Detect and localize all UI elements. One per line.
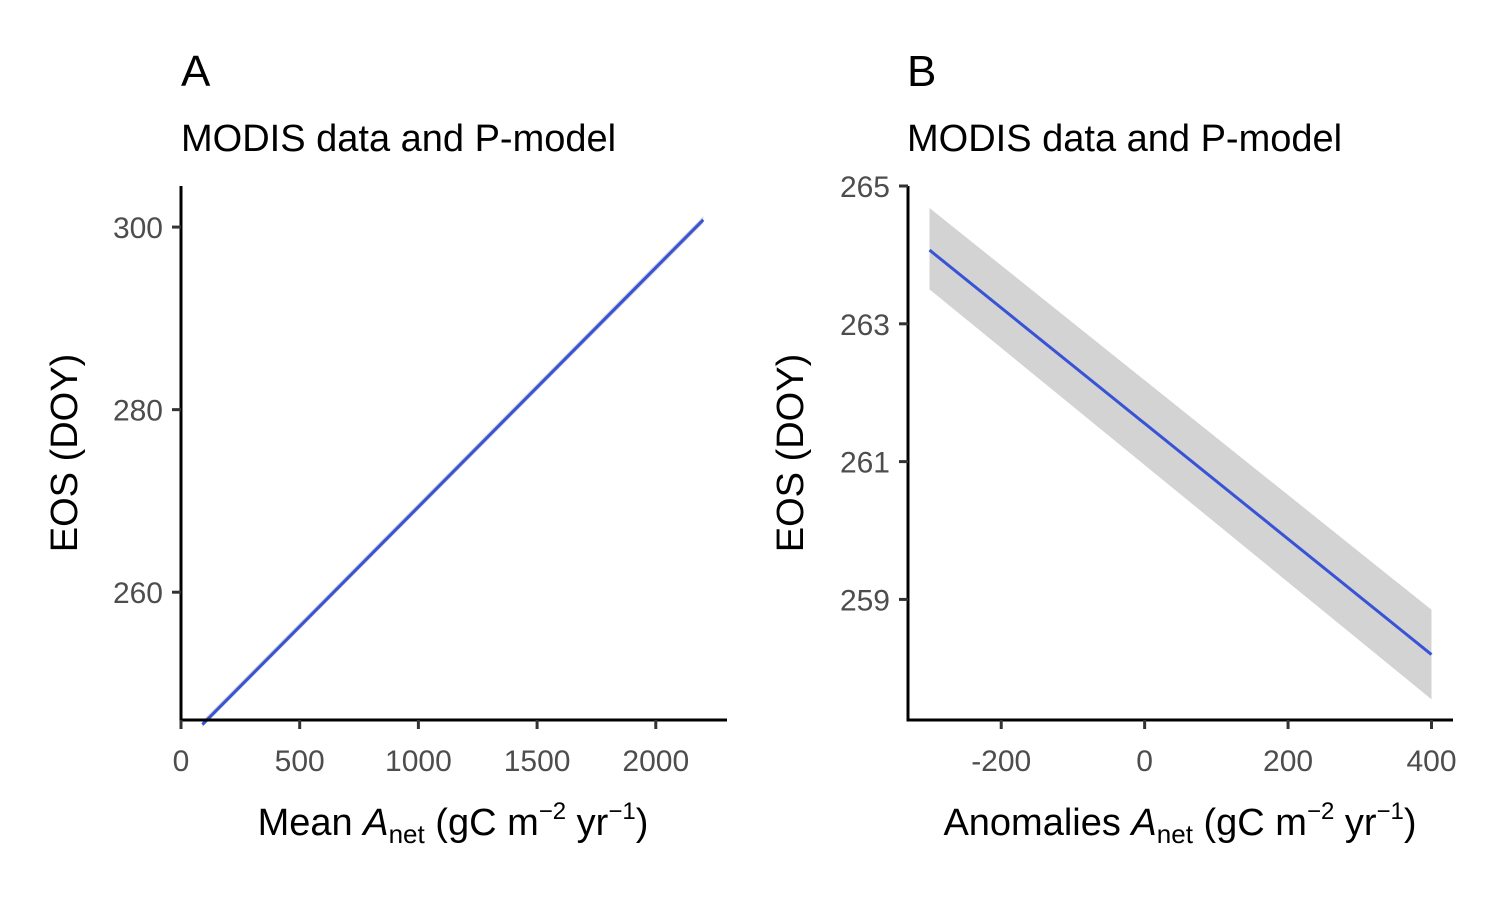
panel-b-x-title-sup1: −2 [1307, 798, 1334, 825]
panel-b-y-tick-label: 259 [840, 584, 890, 617]
panel-b-x-tick-label: 200 [1263, 745, 1313, 778]
panel-b-x-axis-title: Anomalies Anet (gC m−2 yr−1) [943, 798, 1416, 849]
panel-b-title: MODIS data and P-model [907, 118, 1342, 160]
panel-a-x-title-close: ) [636, 802, 649, 844]
panel-a-y-tick-label: 260 [113, 577, 163, 610]
panel-a-x-title-unit-mid: yr [566, 802, 609, 844]
panel-b-x-tick-label: 0 [1136, 745, 1153, 778]
panel-b-plot-area [928, 208, 1433, 700]
panel-a-plot-area [201, 216, 705, 728]
panel-b: B MODIS data and P-model 259 261 263 265… [770, 47, 1457, 849]
panel-b-tag: B [907, 47, 936, 96]
panel-b-x-title-unit-mid: yr [1334, 802, 1377, 844]
panel-a-x-tick-label: 500 [275, 745, 325, 778]
panel-a-x-title-sub: net [389, 819, 426, 849]
panel-a-x-title-sup2: −1 [608, 798, 635, 825]
panel-b-x-title-prefix: Anomalies [943, 802, 1131, 844]
panel-a-y-tick-label: 300 [113, 212, 163, 245]
panel-b-x-title-sub: net [1157, 819, 1194, 849]
panel-a-fit-line [201, 218, 705, 726]
panel-b-x-title-var: A [1129, 802, 1156, 844]
panel-b-x-tick-label: 400 [1406, 745, 1456, 778]
panel-a-x-tick-label: 1000 [385, 745, 452, 778]
panel-b-x-title-unit: (gC m [1193, 802, 1307, 844]
panel-a-x-tick-label: 2000 [622, 745, 689, 778]
panel-a-x-title-unit: (gC m [425, 802, 539, 844]
panel-a-y-axis-title: EOS (DOY) [44, 354, 86, 552]
panel-b-y-axis-title: EOS (DOY) [770, 354, 812, 552]
panel-a-y-ticks: 260 280 300 [113, 212, 181, 610]
panel-a-x-tick-label: 1500 [504, 745, 571, 778]
panel-b-fit-line [928, 248, 1433, 656]
panel-b-x-tick-label: -200 [971, 745, 1031, 778]
panel-a-x-title-prefix: Mean [258, 802, 364, 844]
panel-a-x-ticks: 0 500 1000 1500 2000 [173, 720, 689, 778]
panel-b-y-tick-label: 265 [840, 171, 890, 204]
panel-b-x-title-sup2: −1 [1377, 798, 1404, 825]
panel-b-x-ticks: -200 0 200 400 [971, 720, 1457, 778]
panel-a-title: MODIS data and P-model [181, 118, 616, 160]
panel-a-x-title-var: A [361, 802, 388, 844]
panel-b-y-tick-label: 261 [840, 447, 890, 480]
panel-a-y-tick-label: 280 [113, 395, 163, 428]
panel-a-x-title-sup1: −2 [539, 798, 566, 825]
panel-b-y-ticks: 259 261 263 265 [840, 171, 908, 617]
panel-b-y-tick-label: 263 [840, 309, 890, 342]
panel-a: A MODIS data and P-model 260 280 300 0 5… [44, 47, 727, 849]
panel-a-x-tick-label: 0 [173, 745, 190, 778]
panel-a-x-axis-title: Mean Anet (gC m−2 yr−1) [258, 798, 649, 849]
panel-b-x-title-close: ) [1404, 802, 1417, 844]
panel-a-tag: A [181, 47, 211, 96]
